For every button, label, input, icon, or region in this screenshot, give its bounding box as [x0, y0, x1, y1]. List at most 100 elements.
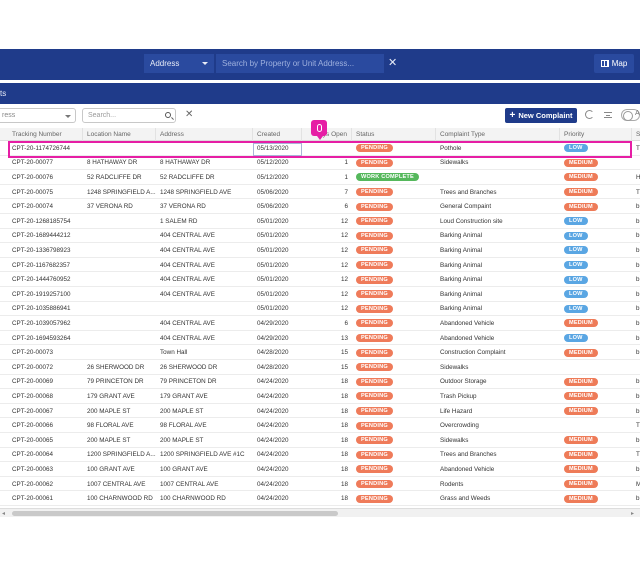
cell-complaint-type[interactable]: Barking Animal [436, 258, 560, 273]
cell-created[interactable]: 05/12/2020 [253, 170, 302, 185]
column-header-location-name[interactable]: Location Name [83, 128, 156, 141]
cell-address[interactable]: 1200 SPRINGFIELD AVE #1C [156, 448, 253, 463]
cell-complaint-type[interactable]: Barking Animal [436, 302, 560, 317]
cell-priority[interactable]: MEDIUM [560, 156, 632, 171]
cell-location-name[interactable] [83, 229, 156, 244]
cell-extra[interactable]: T [632, 418, 640, 433]
cell-status[interactable]: PENDING [352, 491, 436, 506]
cell-location-name[interactable] [83, 258, 156, 273]
column-header-days-open[interactable]: Days Open [302, 128, 352, 141]
cell-address[interactable]: 404 CENTRAL AVE [156, 258, 253, 273]
cell-created[interactable]: 05/01/2020 [253, 229, 302, 244]
cell-extra[interactable]: b [632, 258, 640, 273]
cell-location-name[interactable]: 100 CHARNWOOD RD [83, 491, 156, 506]
cell-status[interactable]: PENDING [352, 331, 436, 346]
cell-extra[interactable]: b [632, 272, 640, 287]
column-header-created[interactable]: Created [253, 128, 302, 141]
cell-priority[interactable]: MEDIUM [560, 491, 632, 506]
cell-complaint-type[interactable]: Abandoned Vehicle [436, 462, 560, 477]
cell-complaint-type[interactable]: Barking Animal [436, 272, 560, 287]
cell-extra[interactable] [632, 156, 640, 171]
cell-extra[interactable]: b [632, 199, 640, 214]
cell-extra[interactable]: b [632, 287, 640, 302]
cell-address[interactable]: 1248 SPRINGFIELD AVE [156, 185, 253, 200]
cell-address[interactable]: 79 PRINCETON DR [156, 375, 253, 390]
cell-location-name[interactable] [83, 345, 156, 360]
cell-address[interactable]: 404 CENTRAL AVE [156, 316, 253, 331]
cell-created[interactable]: 04/28/2020 [253, 345, 302, 360]
cell-created[interactable]: 04/24/2020 [253, 462, 302, 477]
cell-status[interactable]: PENDING [352, 199, 436, 214]
cell-extra[interactable]: b [632, 462, 640, 477]
cell-tracking-number[interactable]: CPT-20-00063 [8, 462, 83, 477]
cell-location-name[interactable] [83, 316, 156, 331]
cell-days-open[interactable]: 12 [302, 243, 352, 258]
cell-priority[interactable]: LOW [560, 331, 632, 346]
cell-days-open[interactable]: 18 [302, 491, 352, 506]
cell-location-name[interactable]: 52 RADCLIFFE DR [83, 170, 156, 185]
cell-status[interactable]: PENDING [352, 448, 436, 463]
cell-priority[interactable]: MEDIUM [560, 185, 632, 200]
cell-location-name[interactable] [83, 214, 156, 229]
cell-address[interactable]: 200 MAPLE ST [156, 404, 253, 419]
refresh-icon[interactable] [585, 110, 594, 119]
cell-address[interactable]: 404 CENTRAL AVE [156, 272, 253, 287]
cell-complaint-type[interactable]: General Compaint [436, 199, 560, 214]
cell-created[interactable]: 05/01/2020 [253, 287, 302, 302]
cell-status[interactable]: WORK COMPLETE [352, 170, 436, 185]
cell-complaint-type[interactable]: Grass and Weeds [436, 491, 560, 506]
table-row[interactable]: CPT-20-1035886941 05/01/2020 12 PENDING Bark… [0, 301, 640, 317]
cell-complaint-type[interactable]: Trash Pickup [436, 389, 560, 404]
cell-tracking-number[interactable]: CPT-20-1694593264 [8, 331, 83, 346]
cell-address[interactable] [156, 302, 253, 317]
cell-priority[interactable]: MEDIUM [560, 316, 632, 331]
column-header-address[interactable]: Address [156, 128, 253, 141]
cell-days-open[interactable]: 6 [302, 199, 352, 214]
cell-days-open[interactable]: 18 [302, 404, 352, 419]
table-row[interactable]: CPT-20-00068 179 GRANT AVE 179 GRANT AVE 04… [0, 389, 640, 404]
cell-priority[interactable]: LOW [560, 272, 632, 287]
cell-extra[interactable]: b [632, 491, 640, 506]
cell-tracking-number[interactable]: CPT-20-1689444212 [8, 229, 83, 244]
cell-extra[interactable]: b [632, 229, 640, 244]
table-row[interactable]: CPT-20-00073 Town Hall 04/28/2020 15 PENDING… [0, 345, 640, 360]
table-row[interactable]: CPT-20-1167682357 404 CENTRAL AVE 05/01/20… [0, 257, 640, 273]
cell-days-open[interactable]: 12 [302, 272, 352, 287]
search-icon[interactable] [165, 112, 171, 118]
cell-location-name[interactable]: 1248 SPRINGFIELD A... [83, 185, 156, 200]
cell-location-name[interactable] [83, 272, 156, 287]
table-row[interactable]: CPT-20-1268185754 1 SALEM RD 05/01/2020 12 P… [0, 214, 640, 229]
column-header-extra[interactable]: S [632, 128, 640, 141]
cell-address[interactable]: 37 VERONA RD [156, 199, 253, 214]
cell-priority[interactable]: MEDIUM [560, 199, 632, 214]
cell-tracking-number[interactable]: CPT-20-00064 [8, 448, 83, 463]
cell-extra[interactable]: T [632, 185, 640, 200]
cell-tracking-number[interactable]: CPT-20-1919257100 [8, 287, 83, 302]
cell-status[interactable]: PENDING [352, 287, 436, 302]
cell-created[interactable]: 04/24/2020 [253, 404, 302, 419]
cell-location-name[interactable]: 26 SHERWOOD DR [83, 360, 156, 375]
cell-tracking-number[interactable]: CPT-20-00075 [8, 185, 83, 200]
table-row[interactable]: CPT-20-00064 1200 SPRINGFIELD A... 1200 SP… [0, 447, 640, 463]
cell-created[interactable]: 05/01/2020 [253, 214, 302, 229]
cell-extra[interactable]: b [632, 404, 640, 419]
cell-created[interactable]: 04/29/2020 [253, 316, 302, 331]
cell-extra[interactable]: b [632, 243, 640, 258]
cell-complaint-type[interactable]: Rodents [436, 477, 560, 492]
filter-icon[interactable] [604, 112, 612, 118]
cell-location-name[interactable] [83, 243, 156, 258]
cell-created[interactable]: 04/24/2020 [253, 477, 302, 492]
cell-tracking-number[interactable]: CPT-20-00073 [8, 345, 83, 360]
cell-status[interactable]: PENDING [352, 462, 436, 477]
table-row[interactable]: CPT-20-00062 1007 CENTRAL AVE 1007 CENTRAL… [0, 476, 640, 492]
filter-field-select[interactable]: ress [0, 108, 76, 123]
cell-extra[interactable]: M [632, 477, 640, 492]
table-row[interactable]: CPT-20-00072 26 SHERWOOD DR 26 SHERWOOD DR… [0, 360, 640, 375]
cell-status[interactable]: PENDING [352, 404, 436, 419]
cell-priority[interactable]: MEDIUM [560, 170, 632, 185]
cell-priority[interactable]: MEDIUM [560, 389, 632, 404]
cell-status[interactable]: PENDING [352, 418, 436, 433]
cell-address[interactable]: 404 CENTRAL AVE [156, 243, 253, 258]
cell-extra[interactable]: b [632, 375, 640, 390]
cell-complaint-type[interactable]: Sidewalks [436, 433, 560, 448]
